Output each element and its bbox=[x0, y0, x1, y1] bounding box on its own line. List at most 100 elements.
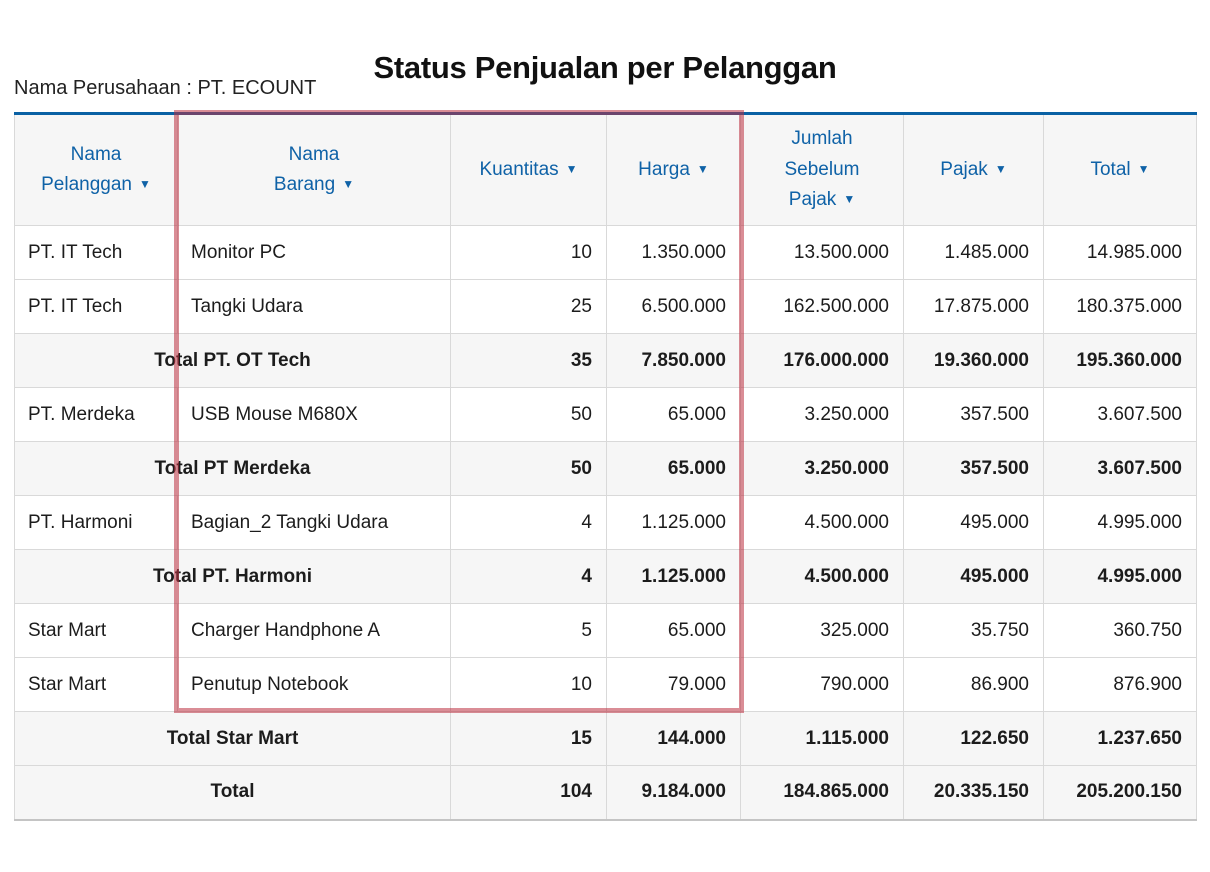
cell-harga: 1.125.000 bbox=[606, 549, 741, 604]
sales-report-table: Nama Pelanggan ▼ Nama Barang ▼ Kuantitas ▼ Harga… bbox=[14, 112, 1197, 821]
cell-jumlah-sebelum-pajak: 3.250.000 bbox=[740, 387, 904, 442]
cell-total: 14.985.000 bbox=[1043, 225, 1197, 280]
column-header-jumlah-sebelum-pajak[interactable]: Jumlah Sebelum Pajak ▼ bbox=[740, 113, 904, 226]
column-header-total[interactable]: Total ▼ bbox=[1043, 113, 1197, 226]
column-header-nama-pelanggan[interactable]: Nama Pelanggan ▼ bbox=[14, 113, 178, 226]
cell-harga: 1.350.000 bbox=[606, 225, 741, 280]
sort-dropdown-icon[interactable]: ▼ bbox=[843, 192, 856, 207]
cell-kuantitas: 25 bbox=[450, 279, 607, 334]
data-row: Star Mart Penutup Notebook 10 79.000 790.000… bbox=[14, 657, 1197, 712]
page-title: Status Penjualan per Pelanggan bbox=[373, 50, 837, 85]
cell-kuantitas: 35 bbox=[450, 333, 607, 388]
sort-dropdown-icon[interactable]: ▼ bbox=[565, 161, 578, 176]
cell-total: 3.607.500 bbox=[1043, 387, 1197, 442]
sort-dropdown-icon[interactable]: ▼ bbox=[696, 161, 709, 176]
report-table-wrapper: Nama Pelanggan ▼ Nama Barang ▼ Kuantitas ▼ Harga… bbox=[14, 110, 1197, 821]
cell-harga: 7.850.000 bbox=[606, 333, 741, 388]
cell-nama-pelanggan: Star Mart bbox=[14, 657, 178, 712]
cell-harga: 65.000 bbox=[606, 387, 741, 442]
column-header-pajak[interactable]: Pajak ▼ bbox=[903, 113, 1044, 226]
cell-pajak: 86.900 bbox=[903, 657, 1044, 712]
data-row: PT. Harmoni Bagian_2 Tangki Udara 4 1.125.0… bbox=[14, 495, 1197, 550]
cell-harga: 9.184.000 bbox=[606, 765, 741, 820]
cell-nama-pelanggan: PT. Harmoni bbox=[14, 495, 178, 550]
data-row: PT. Merdeka USB Mouse M680X 50 65.000 3.250.… bbox=[14, 387, 1197, 442]
data-row: PT. IT Tech Monitor PC 10 1.350.000 13.500.0… bbox=[14, 225, 1197, 280]
column-header-nama-barang[interactable]: Nama Barang ▼ bbox=[177, 113, 451, 226]
cell-pajak: 17.875.000 bbox=[903, 279, 1044, 334]
cell-pajak: 357.500 bbox=[903, 387, 1044, 442]
cell-kuantitas: 10 bbox=[450, 657, 607, 712]
sort-dropdown-icon[interactable]: ▼ bbox=[138, 177, 151, 191]
cell-pajak: 1.485.000 bbox=[903, 225, 1044, 280]
cell-jumlah-sebelum-pajak: 184.865.000 bbox=[740, 765, 904, 820]
cell-total: 1.237.650 bbox=[1043, 711, 1197, 766]
cell-harga: 65.000 bbox=[606, 441, 741, 496]
cell-nama-barang: Charger Handphone A bbox=[177, 603, 451, 658]
cell-kuantitas: 50 bbox=[450, 441, 607, 496]
cell-pajak: 357.500 bbox=[903, 441, 1044, 496]
cell-jumlah-sebelum-pajak: 3.250.000 bbox=[740, 441, 904, 496]
cell-jumlah-sebelum-pajak: 325.000 bbox=[740, 603, 904, 658]
total-label-cell: Total PT. Harmoni bbox=[14, 549, 451, 604]
cell-nama-pelanggan: PT. IT Tech bbox=[14, 225, 178, 280]
sort-dropdown-icon[interactable]: ▼ bbox=[1137, 161, 1150, 176]
subtotal-row: Total PT. Harmoni 4 1.125.000 4.500.000 495.… bbox=[14, 549, 1197, 604]
cell-kuantitas: 104 bbox=[450, 765, 607, 820]
sort-dropdown-icon[interactable]: ▼ bbox=[994, 161, 1007, 176]
cell-total: 360.750 bbox=[1043, 603, 1197, 658]
cell-nama-pelanggan: PT. Merdeka bbox=[14, 387, 178, 442]
grand-total-row: Total 104 9.184.000 184.865.000 20.335.150 20… bbox=[14, 765, 1197, 820]
cell-pajak: 35.750 bbox=[903, 603, 1044, 658]
total-label-cell: Total Star Mart bbox=[14, 711, 451, 766]
cell-harga: 65.000 bbox=[606, 603, 741, 658]
cell-harga: 144.000 bbox=[606, 711, 741, 766]
column-header-harga[interactable]: Harga ▼ bbox=[606, 113, 741, 226]
cell-jumlah-sebelum-pajak: 4.500.000 bbox=[740, 495, 904, 550]
cell-pajak: 122.650 bbox=[903, 711, 1044, 766]
cell-kuantitas: 50 bbox=[450, 387, 607, 442]
cell-pajak: 20.335.150 bbox=[903, 765, 1044, 820]
table-header-row: Nama Pelanggan ▼ Nama Barang ▼ Kuantitas ▼ Harga… bbox=[14, 113, 1197, 226]
cell-nama-barang: USB Mouse M680X bbox=[177, 387, 451, 442]
cell-kuantitas: 4 bbox=[450, 549, 607, 604]
company-name-label: Nama Perusahaan : PT. ECOUNT bbox=[14, 77, 317, 99]
subtotal-row: Total Star Mart 15 144.000 1.115.000 122.650… bbox=[14, 711, 1197, 766]
cell-harga: 1.125.000 bbox=[606, 495, 741, 550]
cell-harga: 79.000 bbox=[606, 657, 741, 712]
cell-jumlah-sebelum-pajak: 162.500.000 bbox=[740, 279, 904, 334]
total-label-cell: Total bbox=[14, 765, 451, 820]
cell-jumlah-sebelum-pajak: 1.115.000 bbox=[740, 711, 904, 766]
cell-kuantitas: 4 bbox=[450, 495, 607, 550]
cell-total: 180.375.000 bbox=[1043, 279, 1197, 334]
data-row: Star Mart Charger Handphone A 5 65.000 325.0… bbox=[14, 603, 1197, 658]
cell-total: 195.360.000 bbox=[1043, 333, 1197, 388]
cell-total: 205.200.150 bbox=[1043, 765, 1197, 820]
cell-total: 4.995.000 bbox=[1043, 495, 1197, 550]
subtotal-row: Total PT Merdeka 50 65.000 3.250.000 357.500… bbox=[14, 441, 1197, 496]
cell-harga: 6.500.000 bbox=[606, 279, 741, 334]
cell-pajak: 495.000 bbox=[903, 495, 1044, 550]
cell-nama-barang: Monitor PC bbox=[177, 225, 451, 280]
cell-nama-pelanggan: PT. IT Tech bbox=[14, 279, 178, 334]
cell-jumlah-sebelum-pajak: 176.000.000 bbox=[740, 333, 904, 388]
sort-dropdown-icon[interactable]: ▼ bbox=[342, 177, 355, 191]
cell-pajak: 19.360.000 bbox=[903, 333, 1044, 388]
cell-total: 3.607.500 bbox=[1043, 441, 1197, 496]
cell-nama-pelanggan: Star Mart bbox=[14, 603, 178, 658]
cell-total: 876.900 bbox=[1043, 657, 1197, 712]
cell-kuantitas: 5 bbox=[450, 603, 607, 658]
cell-kuantitas: 10 bbox=[450, 225, 607, 280]
cell-jumlah-sebelum-pajak: 790.000 bbox=[740, 657, 904, 712]
cell-nama-barang: Tangki Udara bbox=[177, 279, 451, 334]
cell-jumlah-sebelum-pajak: 13.500.000 bbox=[740, 225, 904, 280]
cell-kuantitas: 15 bbox=[450, 711, 607, 766]
cell-pajak: 495.000 bbox=[903, 549, 1044, 604]
column-header-kuantitas[interactable]: Kuantitas ▼ bbox=[450, 113, 607, 226]
total-label-cell: Total PT. OT Tech bbox=[14, 333, 451, 388]
total-label-cell: Total PT Merdeka bbox=[14, 441, 451, 496]
cell-total: 4.995.000 bbox=[1043, 549, 1197, 604]
cell-jumlah-sebelum-pajak: 4.500.000 bbox=[740, 549, 904, 604]
report-page: Status Penjualan per Pelanggan Nama Peru… bbox=[14, 50, 1197, 821]
cell-nama-barang: Penutup Notebook bbox=[177, 657, 451, 712]
